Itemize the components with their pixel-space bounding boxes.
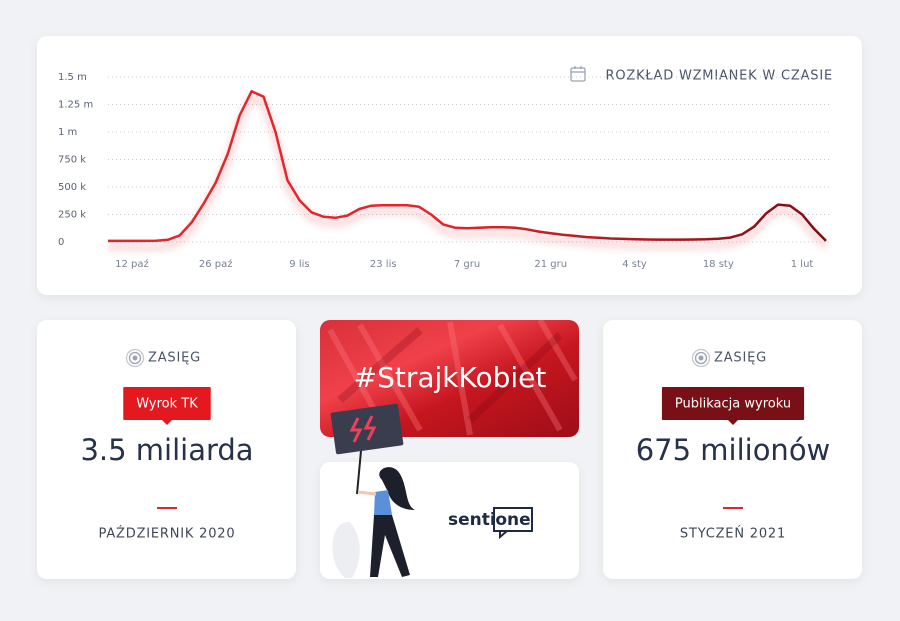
icon-part bbox=[691, 348, 711, 368]
y-tick-label: 500 k bbox=[58, 182, 86, 193]
y-tick-label: 1.5 m bbox=[58, 72, 87, 83]
x-tick-label: 9 lis bbox=[289, 259, 309, 270]
badge-tip bbox=[728, 420, 738, 425]
badge-tip bbox=[162, 420, 172, 425]
x-tick-label: 23 lis bbox=[370, 259, 397, 270]
line-glow bbox=[108, 94, 828, 250]
card-label: ZASIĘG bbox=[714, 351, 767, 366]
icon-part bbox=[132, 355, 138, 361]
icon-part bbox=[694, 351, 708, 365]
y-tick-label: 750 k bbox=[58, 155, 86, 166]
hashtag: #StrajkKobiet bbox=[354, 361, 547, 394]
card bbox=[603, 320, 862, 579]
card-date: STYCZEŃ 2021 bbox=[680, 526, 786, 542]
badge-text: Publikacja wyroku bbox=[675, 397, 791, 412]
badge bbox=[123, 387, 211, 420]
x-tick-label: 18 sty bbox=[703, 259, 734, 270]
logo-text: one bbox=[495, 510, 530, 530]
plot: 0 250 k 500 k 750 k 1 m 1.25 m 1.5 m 12 paź 26 p… bbox=[58, 72, 830, 270]
signal-icon bbox=[125, 348, 145, 368]
logo-box bbox=[493, 507, 533, 540]
badge bbox=[661, 387, 805, 420]
card-label: ZASIĘG bbox=[148, 351, 201, 366]
y-tick-label: 1.25 m bbox=[58, 100, 93, 111]
y-tick-label: 1 m bbox=[58, 127, 77, 138]
card-value: 675 milionów bbox=[636, 433, 831, 467]
y-tick-label: 250 k bbox=[58, 210, 86, 221]
card-date: PAŹDZIERNIK 2020 bbox=[99, 526, 236, 542]
chart-title: ROZKŁAD WZMIANEK W CZASIE bbox=[606, 69, 834, 84]
x-tick-label: 4 sty bbox=[622, 259, 647, 270]
logo-text: senti bbox=[448, 510, 496, 530]
icon-part bbox=[698, 355, 704, 361]
badge-text: Wyrok TK bbox=[136, 397, 198, 412]
calendar-icon bbox=[570, 66, 586, 82]
x-tick-label: 1 lut bbox=[791, 259, 814, 270]
x-tick-label: 21 gru bbox=[534, 259, 567, 270]
y-tick-label: 0 bbox=[58, 237, 64, 248]
line bbox=[108, 90, 827, 243]
chart-card bbox=[37, 36, 862, 295]
signal-icon bbox=[691, 348, 711, 368]
x-tick-label: 26 paź bbox=[199, 258, 233, 270]
x-tick-label: 12 paź bbox=[115, 258, 149, 270]
x-tick-label: 7 gru bbox=[454, 259, 480, 270]
icon-part bbox=[125, 348, 145, 368]
icon-part bbox=[128, 351, 142, 365]
card bbox=[37, 320, 296, 579]
card-value: 3.5 miliarda bbox=[80, 433, 253, 467]
illustration bbox=[330, 403, 415, 578]
